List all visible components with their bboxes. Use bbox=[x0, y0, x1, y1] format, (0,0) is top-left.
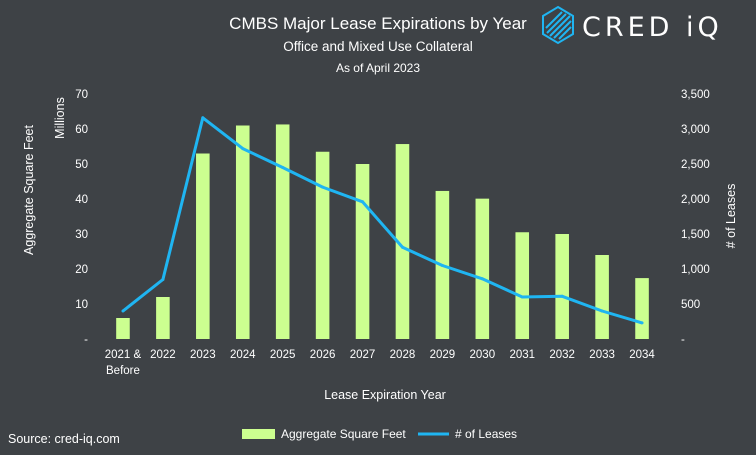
line-point bbox=[161, 278, 165, 281]
bar bbox=[635, 278, 649, 339]
x-tick-label: 2027 bbox=[350, 349, 376, 361]
bar bbox=[196, 153, 210, 339]
source-note: Source: cred-iq.com bbox=[8, 432, 120, 446]
right-tick-label: 500 bbox=[681, 299, 700, 311]
bar bbox=[355, 164, 370, 339]
bar bbox=[515, 232, 530, 339]
line-point bbox=[400, 245, 404, 249]
x-tick-label: 2034 bbox=[629, 349, 655, 361]
left-tick-label: 70 bbox=[75, 89, 88, 101]
brand-logo: CRED iQ bbox=[542, 5, 723, 45]
legend-swatch-bar bbox=[242, 429, 275, 439]
right-tick-label: 3,000 bbox=[681, 124, 710, 136]
left-axis-unit: Millions bbox=[53, 97, 67, 139]
left-tick-label: 20 bbox=[75, 264, 88, 276]
left-tick-label: 10 bbox=[75, 299, 88, 311]
x-tick-label: 2022 bbox=[150, 349, 176, 361]
x-axis-label: Lease Expiration Year bbox=[324, 388, 446, 402]
brand-hex-icon bbox=[542, 5, 574, 45]
chart-subtitle: Office and Mixed Use Collateral bbox=[283, 39, 473, 54]
bar bbox=[315, 151, 330, 339]
left-axis-label: Aggregate Square Feet bbox=[22, 124, 36, 254]
right-axis-label: # of Leases bbox=[724, 184, 738, 249]
x-tick-label: 2030 bbox=[470, 349, 496, 361]
line-point bbox=[281, 166, 285, 169]
line-point bbox=[480, 277, 484, 281]
bar bbox=[475, 198, 490, 339]
bar bbox=[555, 234, 569, 339]
right-tick-label: 1,000 bbox=[681, 264, 710, 276]
chart-date: As of April 2023 bbox=[336, 61, 420, 75]
line-point bbox=[520, 295, 524, 299]
right-tick-label: - bbox=[681, 334, 685, 346]
brand-name: CRED iQ bbox=[582, 12, 723, 43]
right-tick-label: 3,500 bbox=[681, 89, 710, 101]
x-axis-ticks: 2021 & Before 2022 2023 2024 2025 2026 2027 2028… bbox=[105, 349, 656, 377]
line-point bbox=[121, 309, 125, 313]
left-tick-label: 30 bbox=[75, 229, 88, 241]
x-tick-label: 2031 bbox=[509, 349, 535, 361]
bar bbox=[395, 144, 410, 339]
line-point bbox=[361, 200, 365, 204]
left-tick-label: - bbox=[84, 334, 88, 346]
x-tick-label: 2032 bbox=[549, 349, 575, 361]
right-tick-label: 1,500 bbox=[681, 229, 710, 241]
right-tick-label: 2,000 bbox=[681, 194, 710, 206]
x-tick-label: Before bbox=[106, 365, 140, 377]
x-tick-label: 2033 bbox=[589, 349, 615, 361]
x-tick-label: 2026 bbox=[310, 349, 336, 361]
left-tick-label: 50 bbox=[75, 159, 88, 171]
x-tick-label: 2025 bbox=[270, 349, 296, 361]
bar bbox=[595, 255, 609, 339]
bar bbox=[156, 297, 170, 339]
left-tick-label: 60 bbox=[75, 124, 88, 136]
x-tick-label: 2021 & bbox=[105, 349, 142, 361]
line-point bbox=[440, 264, 444, 267]
bar bbox=[235, 125, 250, 339]
line-series bbox=[121, 116, 644, 325]
line-point bbox=[640, 321, 644, 325]
x-tick-label: 2023 bbox=[190, 349, 216, 361]
legend-label-bar: Aggregate Square Feet bbox=[281, 427, 406, 441]
bar bbox=[116, 318, 130, 339]
bar bbox=[275, 124, 290, 339]
right-axis-ticks: - 500 1,000 1,500 2,000 2,500 3,000 3,500 bbox=[681, 89, 710, 346]
chart-title: CMBS Major Lease Expirations by Year bbox=[229, 14, 527, 33]
legend-label-line: # of Leases bbox=[455, 427, 517, 441]
legend: Aggregate Square Feet # of Leases bbox=[242, 427, 517, 441]
line-point bbox=[201, 116, 205, 120]
line-point bbox=[241, 147, 245, 151]
x-tick-label: 2024 bbox=[230, 349, 256, 361]
line-point bbox=[560, 294, 564, 298]
line-point bbox=[321, 185, 325, 189]
leases-line bbox=[122, 116, 643, 325]
left-tick-label: 40 bbox=[75, 194, 88, 206]
x-tick-label: 2029 bbox=[430, 349, 456, 361]
line-point bbox=[600, 309, 604, 313]
left-axis-ticks: - 10 20 30 40 50 60 70 bbox=[75, 89, 88, 346]
right-tick-label: 2,500 bbox=[681, 159, 710, 171]
x-tick-label: 2028 bbox=[390, 349, 416, 361]
